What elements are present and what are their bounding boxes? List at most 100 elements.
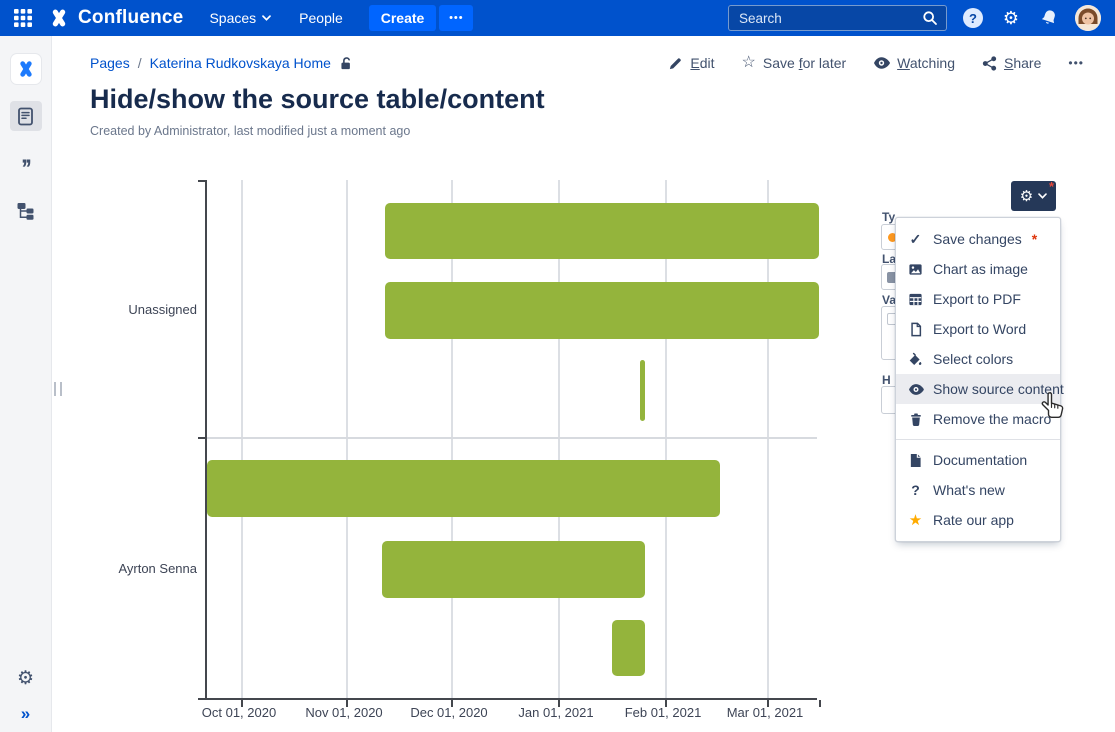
nav-more-button[interactable]: ••• xyxy=(439,5,474,31)
form-label-height: H xyxy=(882,373,891,387)
x-axis-tick xyxy=(558,700,560,707)
breadcrumb-current-link[interactable]: Katerina Rudkovskaya Home xyxy=(149,55,331,71)
file-icon xyxy=(907,322,924,337)
y-axis-tick xyxy=(198,698,207,700)
unrestricted-unlock-icon[interactable] xyxy=(339,56,354,71)
x-axis-tick xyxy=(819,700,821,707)
nav-people[interactable]: People xyxy=(299,10,343,26)
edit-button[interactable]: Edit xyxy=(668,55,715,71)
help-icon[interactable]: ? xyxy=(961,6,985,30)
avatar-image xyxy=(1075,5,1101,31)
unsaved-changes-asterisk: * xyxy=(1048,179,1054,194)
question-icon: ? xyxy=(911,482,920,498)
search-input[interactable] xyxy=(737,9,922,27)
chart-group-label: Unassigned xyxy=(128,302,197,317)
menu-item-export-to-pdf[interactable]: Export to PDF xyxy=(896,284,1060,314)
chart-bar xyxy=(207,460,720,517)
question-glyph: ? xyxy=(963,8,983,28)
chart-bar xyxy=(640,360,645,421)
confluence-logo-icon xyxy=(52,9,66,27)
gear-glyph: ⚙ xyxy=(1002,8,1020,28)
required-asterisk: * xyxy=(1031,231,1038,247)
watching-button[interactable]: Watching xyxy=(873,55,955,71)
chart-bar xyxy=(385,282,819,339)
gear-icon: ⚙ xyxy=(1019,187,1034,205)
sidebar-resize-handle[interactable] xyxy=(54,382,62,396)
x-axis-tick-label: Mar 01, 2021 xyxy=(726,705,804,720)
chart-gridline xyxy=(767,180,769,698)
notifications-bell-icon[interactable] xyxy=(1037,6,1061,30)
create-button[interactable]: Create xyxy=(368,5,437,31)
color-dot-icon xyxy=(888,233,897,242)
menu-item-show-source-content[interactable]: Show source content xyxy=(896,374,1064,404)
x-axis-tick-label: Feb 01, 2021 xyxy=(624,705,702,720)
breadcrumb-pages-link[interactable]: Pages xyxy=(90,55,130,71)
chart-gridline xyxy=(346,180,348,698)
star-outline-icon: ☆ xyxy=(741,54,756,71)
search-icon xyxy=(923,11,937,25)
y-axis-tick xyxy=(198,180,207,182)
space-logo[interactable] xyxy=(10,54,41,84)
menu-item-remove-the-macro[interactable]: Remove the macro xyxy=(896,404,1060,434)
space-settings-gear-icon[interactable]: ⚙ xyxy=(16,668,35,689)
page-actions: Edit ☆ Save for later Watching Share ••• xyxy=(668,55,1084,71)
chart-gridline xyxy=(451,180,453,698)
chart-bar xyxy=(382,541,645,598)
menu-item-documentation[interactable]: Documentation xyxy=(896,445,1060,475)
settings-gear-icon[interactable]: ⚙ xyxy=(999,6,1023,30)
chevron-down-icon xyxy=(262,15,272,21)
page-more-button[interactable]: ••• xyxy=(1068,56,1084,70)
nav-spaces[interactable]: Spaces xyxy=(209,10,272,26)
app-switcher-icon[interactable] xyxy=(12,7,34,29)
hand-cursor xyxy=(1041,392,1064,419)
sidebar-item-blog[interactable]: ’’ xyxy=(10,148,42,182)
confluence-logo[interactable]: Confluence xyxy=(48,7,183,29)
nav-spaces-label: Spaces xyxy=(209,10,257,26)
sidebar-item-page-tree[interactable] xyxy=(10,195,42,225)
menu-divider xyxy=(896,439,1060,440)
x-axis-tick xyxy=(241,700,243,707)
expand-sidebar-icon[interactable]: » xyxy=(20,704,31,723)
search-box[interactable] xyxy=(728,5,947,31)
menu-item-save-changes[interactable]: ✓ Save changes * xyxy=(896,224,1060,254)
bell-icon xyxy=(1041,10,1055,24)
chart-gridline xyxy=(558,180,560,698)
x-axis-tick-label: Oct 01, 2020 xyxy=(201,705,277,720)
menu-item-label: Chart as image xyxy=(933,261,1028,277)
save-for-later-button[interactable]: ☆ Save for later xyxy=(741,54,847,72)
space-sidebar: ’’ ⚙ » xyxy=(0,36,52,732)
chart-gridline xyxy=(241,180,243,698)
menu-item-label: Remove the macro xyxy=(933,411,1052,427)
menu-item-label: Rate our app xyxy=(933,512,1014,528)
nav-people-label: People xyxy=(299,10,343,26)
menu-item-rate-our-app[interactable]: ★ Rate our app xyxy=(896,505,1060,535)
share-button[interactable]: Share xyxy=(982,55,1041,71)
macro-settings-button[interactable]: ⚙ * xyxy=(1011,179,1056,211)
page-tree-icon xyxy=(17,202,34,220)
watching-label: Watching xyxy=(897,55,956,71)
menu-item-chart-as-image[interactable]: Chart as image xyxy=(896,254,1060,284)
column-icon xyxy=(887,272,898,283)
paint-icon xyxy=(907,352,924,367)
x-axis-tick xyxy=(451,700,453,707)
user-avatar[interactable] xyxy=(1075,5,1101,31)
nav-right-cluster: ? ⚙ xyxy=(728,5,1101,31)
eye-icon xyxy=(907,383,924,396)
confluence-logo-text: Confluence xyxy=(78,7,184,28)
menu-item-whats-new[interactable]: ? What's new xyxy=(896,475,1060,505)
chart-gridline xyxy=(665,180,667,698)
space-logo-icon xyxy=(19,61,32,77)
menu-item-export-to-word[interactable]: Export to Word xyxy=(896,314,1060,344)
chart-plot xyxy=(198,180,821,707)
more-ellipsis-icon: ••• xyxy=(1068,56,1084,70)
check-icon: ✓ xyxy=(909,230,922,247)
grid-icon xyxy=(14,9,32,27)
pages-icon xyxy=(18,107,33,125)
menu-item-label: What's new xyxy=(933,482,1005,498)
breadcrumb: Pages / Katerina Rudkovskaya Home xyxy=(90,55,354,71)
x-axis-tick xyxy=(767,700,769,707)
menu-item-select-colors[interactable]: Select colors xyxy=(896,344,1060,374)
x-axis-tick-label: Dec 01, 2020 xyxy=(410,705,488,720)
document-icon xyxy=(907,453,924,468)
sidebar-item-pages[interactable] xyxy=(9,101,42,131)
